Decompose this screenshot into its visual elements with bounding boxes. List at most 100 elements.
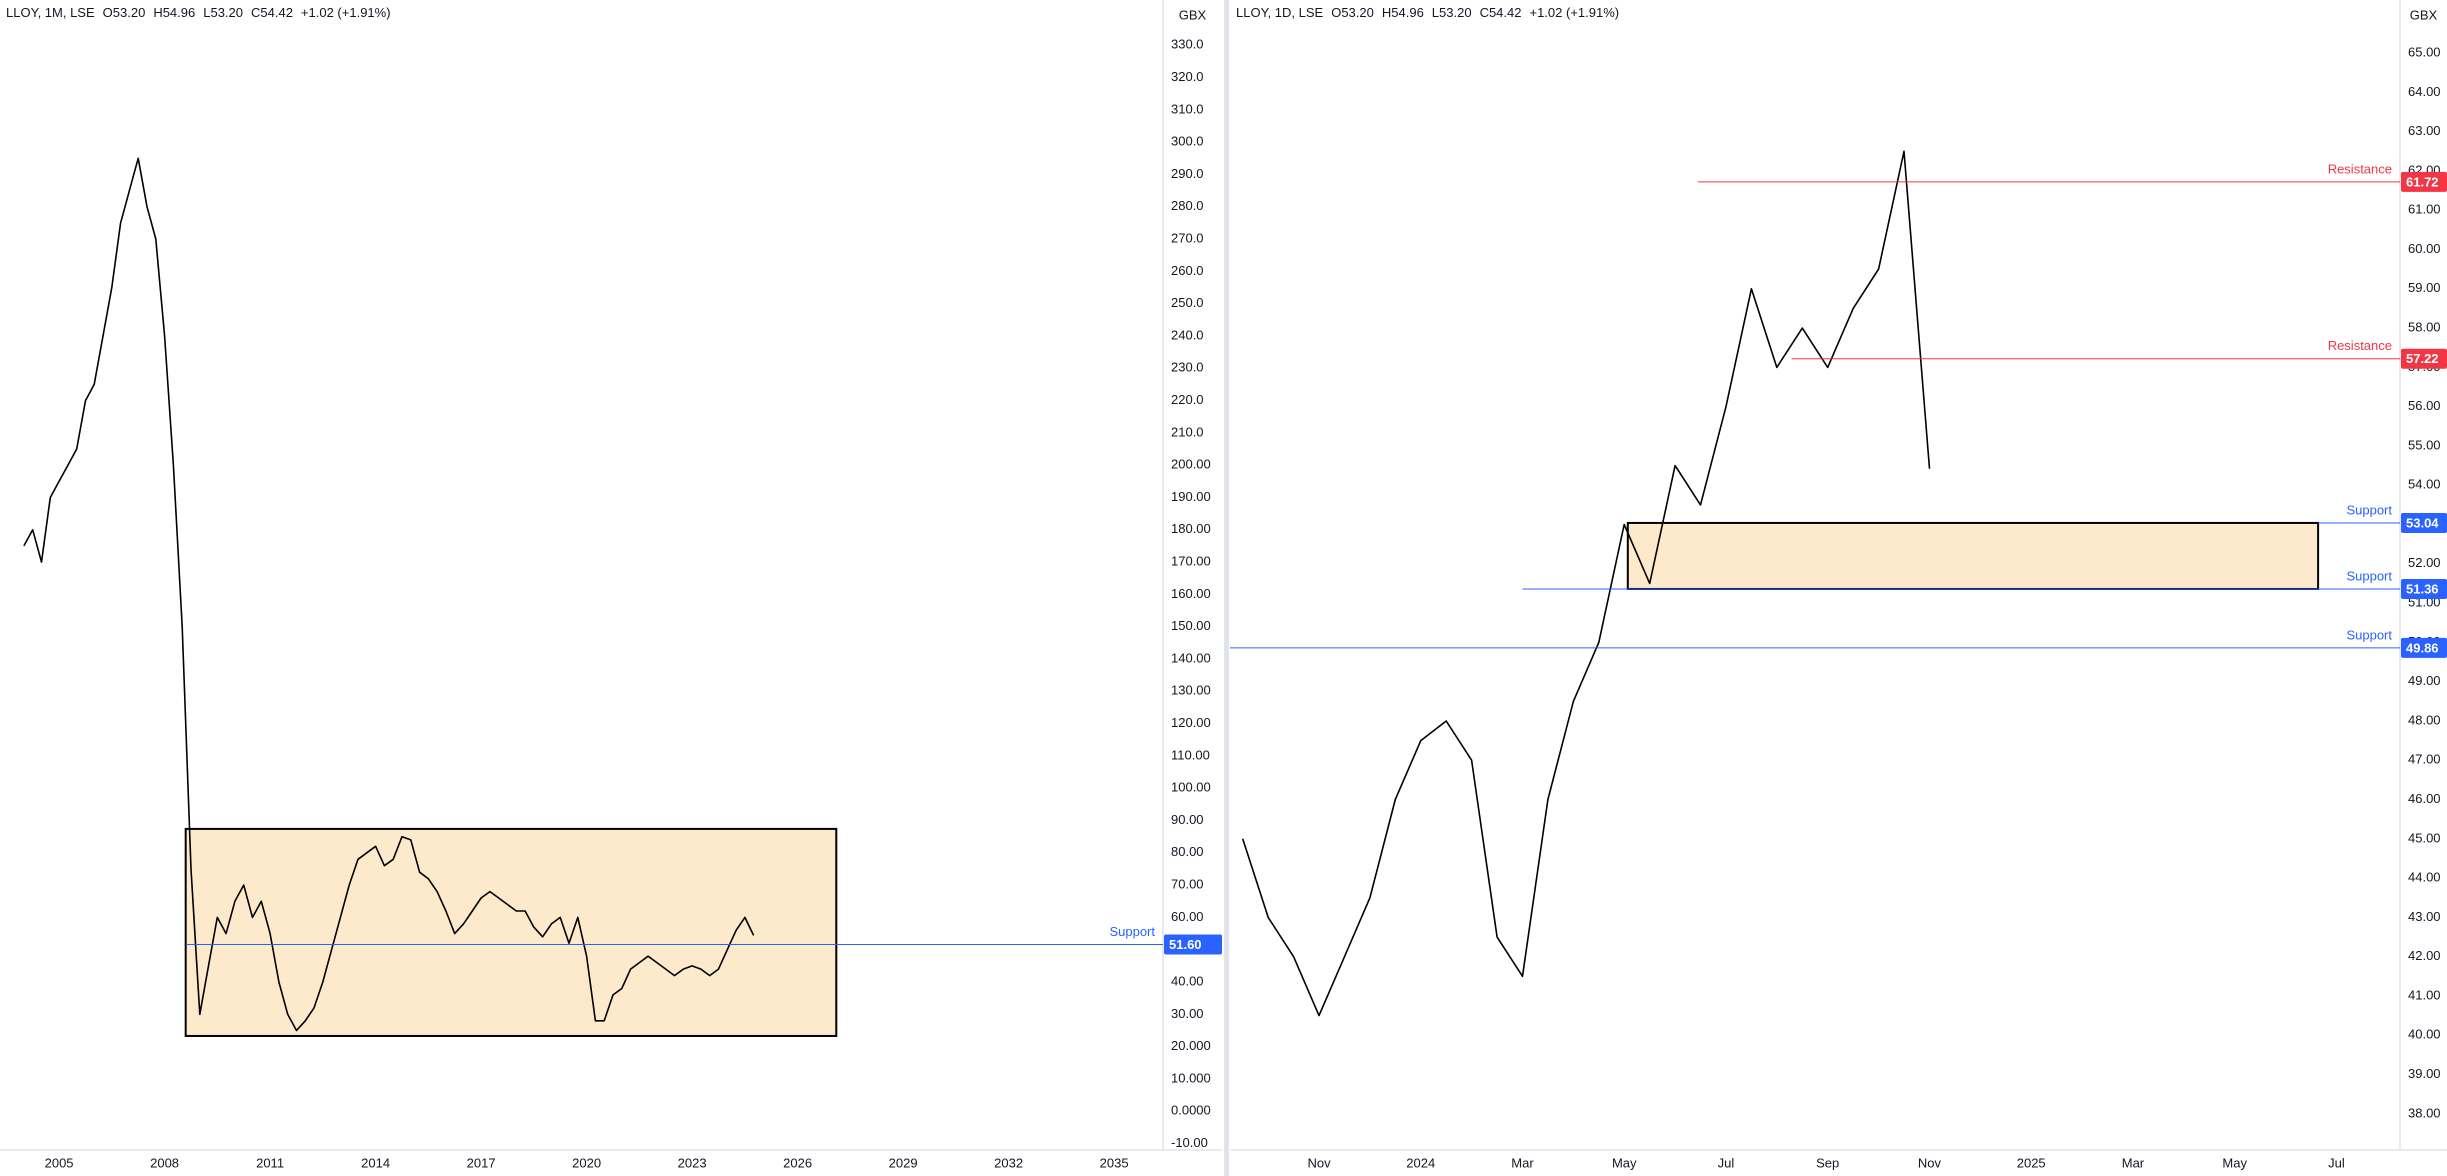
ohlc-value: O53.20	[1331, 5, 1374, 20]
y-tick-label: 43.00	[2408, 909, 2441, 924]
y-tick-label: 250.0	[1171, 295, 1204, 310]
ohlc-value: +1.02 (+1.91%)	[1529, 5, 1619, 20]
price-tag-label: 51.60	[1169, 937, 1202, 952]
symbol-title: LLOY, 1M, LSE	[6, 5, 95, 20]
y-tick-label: 65.00	[2408, 44, 2441, 59]
price-tag-label: 57.22	[2406, 351, 2439, 366]
level-label: Resistance	[2328, 161, 2392, 176]
y-tick-label: 210.0	[1171, 424, 1204, 439]
y-tick-label: 190.00	[1171, 489, 1211, 504]
level-label: Support	[2346, 568, 2392, 583]
level-label: Resistance	[2328, 338, 2392, 353]
y-tick-label: 310.0	[1171, 101, 1204, 116]
y-tick-label: 290.0	[1171, 166, 1204, 181]
y-tick-label: 55.00	[2408, 437, 2441, 452]
y-tick-label: 120.00	[1171, 715, 1211, 730]
y-tick-label: 260.0	[1171, 263, 1204, 278]
price-tag	[2401, 637, 2447, 658]
y-tick-label: 60.00	[2408, 241, 2441, 256]
y-tick-label: 140.00	[1171, 650, 1211, 665]
y-tick-label: 54.00	[2408, 477, 2441, 492]
ohlc-value: L53.20	[203, 5, 243, 20]
x-tick-label: 2020	[572, 1155, 601, 1170]
y-tick-label: 40.00	[1171, 973, 1204, 988]
y-tick-label: 100.00	[1171, 780, 1211, 795]
y-tick-label: 200.00	[1171, 457, 1211, 472]
x-tick-label: 2026	[783, 1155, 812, 1170]
y-tick-label: 220.0	[1171, 392, 1204, 407]
y-tick-label: 59.00	[2408, 280, 2441, 295]
x-tick-label: Jul	[2328, 1155, 2345, 1170]
zone	[184, 827, 838, 1037]
price-tag	[2401, 348, 2447, 369]
y-tick-label: 49.00	[2408, 673, 2441, 688]
y-tick-label: 280.0	[1171, 198, 1204, 213]
y-tick-label: 300.0	[1171, 134, 1204, 149]
price-tag-label: 61.72	[2406, 174, 2439, 189]
y-tick-label: 61.00	[2408, 202, 2441, 217]
price-tag-label: 53.04	[2406, 515, 2439, 530]
level-label: Support	[2346, 627, 2392, 642]
y-tick-label: 52.00	[2408, 555, 2441, 570]
x-tick-label: May	[2222, 1155, 2247, 1170]
price-tag	[2401, 171, 2447, 192]
ohlc-value: H54.96	[153, 5, 195, 20]
x-tick-label: 2005	[45, 1155, 74, 1170]
x-tick-label: 2024	[1406, 1155, 1435, 1170]
y-tick-label: 38.00	[2408, 1105, 2441, 1120]
y-tick-label: 44.00	[2408, 870, 2441, 885]
y-tick-label: 160.00	[1171, 586, 1211, 601]
x-tick-label: Nov	[1307, 1155, 1331, 1170]
ohlc-value: H54.96	[1382, 5, 1424, 20]
y-tick-label: 64.00	[2408, 84, 2441, 99]
x-tick-label: Jul	[1718, 1155, 1735, 1170]
y-tick-label: 150.00	[1171, 618, 1211, 633]
level-label: Support	[2346, 502, 2392, 517]
x-tick-label: 2032	[994, 1155, 1023, 1170]
y-tick-label: 130.00	[1171, 683, 1211, 698]
y-tick-label: 56.00	[2408, 398, 2441, 413]
x-tick-label: Mar	[1511, 1155, 1534, 1170]
level-label: Support	[1109, 924, 1155, 939]
price-tag	[2401, 578, 2447, 599]
y-tick-label: -10.00	[1171, 1135, 1208, 1150]
x-tick-label: 2035	[1100, 1155, 1129, 1170]
x-tick-label: 2017	[467, 1155, 496, 1170]
price-line	[1241, 150, 1931, 1017]
y-tick-label: 60.00	[1171, 909, 1204, 924]
y-tick-label: 42.00	[2408, 948, 2441, 963]
y-tick-label: 180.00	[1171, 521, 1211, 536]
y-tick-label: 10.000	[1171, 1070, 1211, 1085]
pane-divider	[1224, 0, 1229, 1176]
y-tick-label: 63.00	[2408, 123, 2441, 138]
x-tick-label: 2014	[361, 1155, 390, 1170]
y-tick-label: 47.00	[2408, 752, 2441, 767]
price-line	[23, 157, 755, 1032]
symbol-title: LLOY, 1D, LSE	[1236, 5, 1324, 20]
zone-group	[184, 827, 838, 1037]
price-tag-label: 49.86	[2406, 640, 2439, 655]
zone	[1626, 521, 2320, 590]
y-tick-label: 170.00	[1171, 554, 1211, 569]
ohlc-value: C54.42	[251, 5, 293, 20]
currency-label: GBX	[1179, 7, 1207, 22]
y-tick-label: 70.00	[1171, 877, 1204, 892]
x-tick-label: 2008	[150, 1155, 179, 1170]
x-tick-label: Sep	[1816, 1155, 1839, 1170]
y-tick-label: 48.00	[2408, 712, 2441, 727]
y-tick-label: 330.0	[1171, 37, 1204, 52]
y-tick-label: 20.000	[1171, 1038, 1211, 1053]
ohlc-value: O53.20	[103, 5, 146, 20]
y-tick-label: 30.00	[1171, 1006, 1204, 1021]
legend-header: LLOY, 1M, LSE O53.20 H54.96 L53.20 C54.42 +1.…	[6, 5, 391, 20]
y-tick-label: 110.00	[1171, 747, 1210, 762]
x-tick-label: Nov	[1918, 1155, 1942, 1170]
y-tick-label: 80.00	[1171, 844, 1204, 859]
ohlc-value: +1.02 (+1.91%)	[301, 5, 391, 20]
legend-header: LLOY, 1D, LSE O53.20 H54.96 L53.20 C54.42 +1.…	[1236, 5, 1619, 20]
x-tick-label: 2023	[678, 1155, 707, 1170]
price-tag	[1164, 934, 1222, 955]
x-tick-label: 2029	[889, 1155, 918, 1170]
y-tick-label: 230.0	[1171, 360, 1204, 375]
y-tick-label: 39.00	[2408, 1066, 2441, 1081]
